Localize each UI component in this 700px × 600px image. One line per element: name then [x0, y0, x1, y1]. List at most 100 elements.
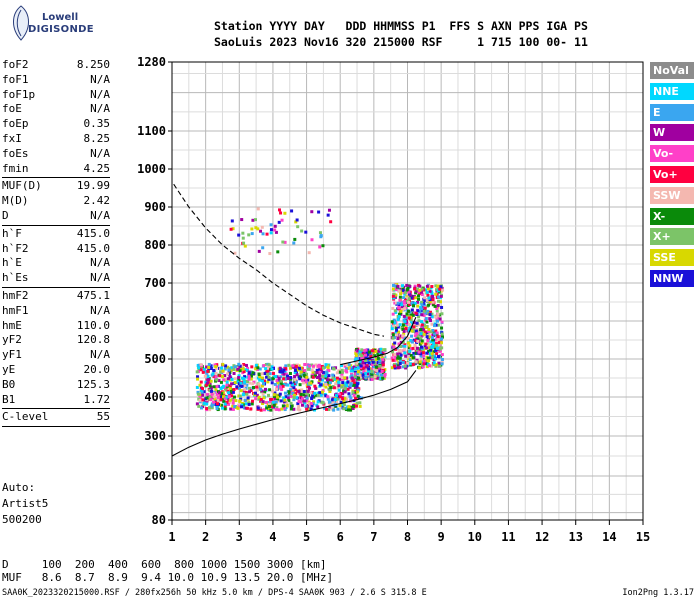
- echo-point: [404, 354, 408, 358]
- echo-point: [277, 220, 281, 224]
- echo-point: [255, 367, 259, 371]
- echo-point: [419, 290, 423, 294]
- echo-point: [422, 354, 426, 358]
- echo-point: [324, 363, 328, 367]
- echo-point: [409, 362, 413, 366]
- echo-point: [343, 376, 347, 380]
- echo-point: [237, 366, 241, 370]
- x-tick-label: 7: [370, 530, 377, 544]
- echo-point: [237, 405, 241, 409]
- echo-point: [402, 301, 406, 305]
- echo-point: [230, 377, 234, 381]
- echo-point: [284, 383, 288, 387]
- echo-point: [426, 356, 430, 360]
- echo-point: [353, 391, 357, 395]
- echo-point: [437, 364, 441, 368]
- echo-point: [311, 402, 315, 406]
- echo-point: [427, 349, 431, 353]
- echo-point: [412, 354, 416, 358]
- echo-point: [272, 407, 276, 411]
- param-name: yF2: [2, 333, 22, 347]
- echo-point: [392, 296, 396, 300]
- echo-point: [426, 339, 430, 343]
- echo-point: [359, 361, 363, 365]
- artist-version: Artist5: [2, 497, 49, 510]
- echo-point: [396, 325, 400, 329]
- param-separator: [2, 286, 110, 288]
- echo-point: [301, 381, 305, 385]
- echo-point: [374, 357, 378, 361]
- param-row: foE N/A: [2, 102, 110, 117]
- echo-point: [420, 357, 424, 361]
- echo-point: [432, 350, 436, 354]
- param-name: M(D): [2, 194, 29, 208]
- echo-point: [401, 308, 405, 312]
- echo-point: [403, 364, 407, 368]
- echo-point: [428, 289, 432, 293]
- echo-point: [354, 351, 358, 355]
- echo-point: [435, 352, 439, 356]
- y-tick-label: 600: [144, 314, 166, 328]
- echo-point: [393, 363, 397, 367]
- echo-point: [430, 285, 434, 289]
- echo-point: [302, 390, 306, 394]
- echo-point: [373, 362, 377, 366]
- echo-point: [244, 390, 248, 394]
- echo-point: [413, 343, 417, 347]
- x-tick-label: 3: [236, 530, 243, 544]
- echo-point: [412, 321, 416, 325]
- echo-point: [267, 401, 271, 405]
- echo-point: [350, 366, 354, 370]
- echo-point: [398, 298, 402, 302]
- echo-point: [289, 377, 293, 381]
- echo-point: [220, 366, 224, 370]
- echo-point: [265, 232, 269, 236]
- echo-point: [346, 384, 350, 388]
- echo-point: [311, 394, 315, 398]
- echo-point: [369, 354, 373, 358]
- echo-point: [205, 396, 209, 400]
- echo-point: [427, 303, 431, 307]
- echo-point: [256, 406, 260, 410]
- echo-point: [419, 336, 423, 340]
- logo-line1: Lowell: [42, 12, 79, 23]
- echo-point: [434, 341, 438, 345]
- echo-point: [432, 343, 436, 347]
- param-row: MUF(D) 19.99: [2, 179, 110, 194]
- echo-point: [202, 401, 206, 405]
- echo-point: [228, 387, 232, 391]
- echo-point: [400, 303, 404, 307]
- echo-point: [266, 372, 270, 376]
- echo-point: [393, 341, 397, 345]
- echo-point: [414, 291, 418, 295]
- echo-point: [347, 405, 351, 409]
- echo-point: [402, 300, 406, 304]
- echo-point: [308, 404, 312, 408]
- echo-point: [208, 408, 212, 412]
- y-tick-label: 300: [144, 429, 166, 443]
- echo-point: [341, 377, 345, 381]
- echo-point: [402, 296, 406, 300]
- echo-point: [338, 370, 342, 374]
- echo-point: [236, 406, 240, 410]
- echo-point: [316, 393, 320, 397]
- echo-point: [426, 287, 430, 291]
- param-value: N/A: [90, 146, 110, 160]
- param-name: foEs: [2, 146, 29, 160]
- x-tick-label: 9: [438, 530, 445, 544]
- param-value: N/A: [90, 72, 110, 86]
- echo-point: [230, 382, 234, 386]
- echo-point: [241, 377, 245, 381]
- echo-point: [383, 372, 387, 376]
- echo-point: [296, 225, 300, 229]
- echo-point: [277, 376, 281, 380]
- echo-point: [213, 363, 217, 367]
- echo-point: [255, 385, 259, 389]
- param-name: foF1: [2, 72, 29, 86]
- echo-point: [436, 323, 440, 327]
- param-value: N/A: [90, 87, 110, 101]
- echo-point: [395, 347, 399, 351]
- echo-point: [208, 365, 212, 369]
- echo-point: [370, 377, 374, 381]
- legend-item-sse: SSE: [650, 249, 694, 267]
